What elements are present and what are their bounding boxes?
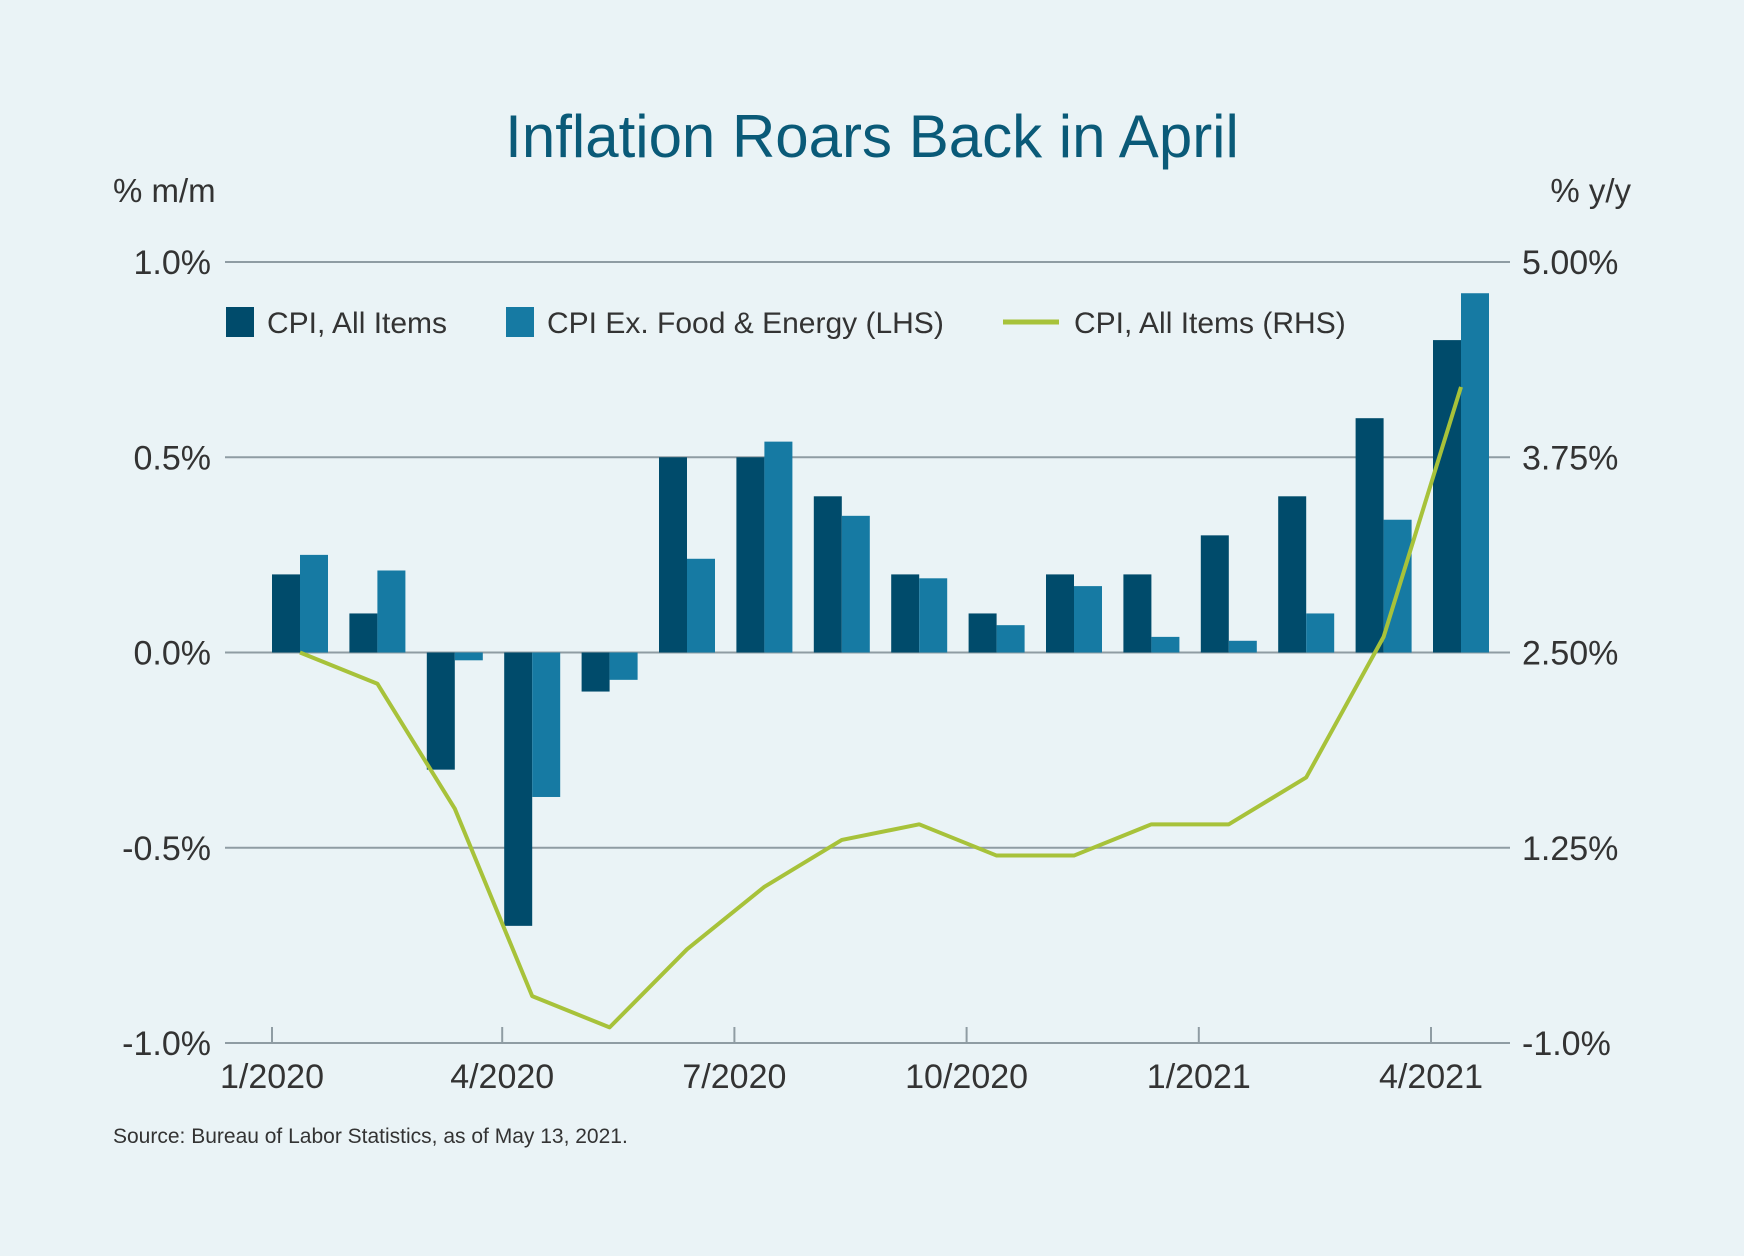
- bar-cpi-core: [841, 515, 870, 653]
- legend-swatch-cpi-all-items: [226, 307, 254, 337]
- source-note: Source: Bureau of Labor Statistics, as o…: [113, 1125, 628, 1148]
- bar-cpi-core: [1074, 586, 1102, 653]
- legend: CPI, All Items CPI Ex. Food & Energy (LHS…: [226, 307, 1346, 340]
- right-tick-label: -1.0%: [1522, 1025, 1611, 1063]
- bar-cpi-all-items: [426, 652, 455, 770]
- bar-cpi-core: [609, 652, 638, 680]
- bar-cpi-core: [454, 652, 483, 661]
- bar-cpi-core: [687, 558, 715, 653]
- left-tick-label: 0.5%: [134, 439, 212, 477]
- bar-cpi-core: [377, 570, 406, 653]
- bar-cpi-all-items: [1433, 340, 1461, 653]
- right-tick-label: 1.25%: [1522, 830, 1618, 868]
- right-axis-label: % y/y: [1550, 172, 1631, 209]
- legend-swatch-cpi-core: [506, 307, 534, 337]
- right-tick-label: 2.50%: [1522, 635, 1618, 673]
- x-tick-label: 4/2020: [450, 1058, 554, 1096]
- bar-cpi-all-items: [891, 574, 920, 653]
- bar-cpi-core: [532, 652, 561, 797]
- x-tick-label: 4/2021: [1379, 1058, 1483, 1096]
- bar-cpi-core: [996, 625, 1025, 653]
- legend-label-cpi-core: CPI Ex. Food & Energy (LHS): [547, 307, 944, 340]
- bar-cpi-all-items: [659, 457, 687, 653]
- chart-title: Inflation Roars Back in April: [505, 103, 1239, 170]
- bar-cpi-core: [300, 554, 328, 653]
- bars: [272, 293, 1489, 926]
- bar-cpi-all-items: [813, 496, 842, 653]
- right-tick-label: 5.00%: [1522, 244, 1618, 282]
- line-cpi-yoy: [299, 386, 1463, 1030]
- right-tick-label: 3.75%: [1522, 439, 1618, 477]
- bar-cpi-all-items: [736, 457, 765, 653]
- bar-cpi-core: [1228, 640, 1257, 653]
- left-tick-label: 0.0%: [134, 635, 212, 673]
- yoy-line: [299, 386, 1463, 1030]
- bar-cpi-all-items: [504, 652, 533, 926]
- bar-cpi-all-items: [1278, 496, 1307, 653]
- x-tick-label: 1/2020: [220, 1058, 324, 1096]
- axes: 1.0% 5.00% 0.5% 3.75% 0.0% 2.50% -0.5% 1.25% -1.…: [122, 244, 1618, 1096]
- legend-label-cpi-all-items: CPI, All Items: [267, 307, 447, 340]
- bar-cpi-all-items: [1200, 535, 1229, 653]
- x-tick-label: 10/2020: [905, 1058, 1028, 1096]
- bar-cpi-core: [919, 578, 948, 653]
- bar-cpi-all-items: [968, 613, 997, 653]
- left-tick-label: -1.0%: [122, 1025, 211, 1063]
- bar-cpi-all-items: [1355, 418, 1384, 653]
- bar-cpi-all-items: [581, 652, 610, 692]
- bar-cpi-all-items: [1046, 574, 1074, 653]
- x-tick-label: 7/2020: [682, 1058, 786, 1096]
- bar-cpi-core: [764, 441, 793, 653]
- x-tick-label: 1/2021: [1147, 1058, 1251, 1096]
- left-axis-label: % m/m: [113, 172, 216, 209]
- left-tick-label: -0.5%: [122, 830, 211, 868]
- legend-label-cpi-yoy: CPI, All Items (RHS): [1074, 307, 1346, 340]
- bar-cpi-all-items: [349, 613, 378, 653]
- bar-cpi-all-items: [272, 574, 300, 653]
- bar-cpi-all-items: [1123, 574, 1152, 653]
- bar-cpi-core: [1461, 293, 1489, 653]
- bar-cpi-core: [1306, 613, 1335, 653]
- left-tick-label: 1.0%: [134, 244, 212, 282]
- bar-cpi-core: [1151, 636, 1180, 653]
